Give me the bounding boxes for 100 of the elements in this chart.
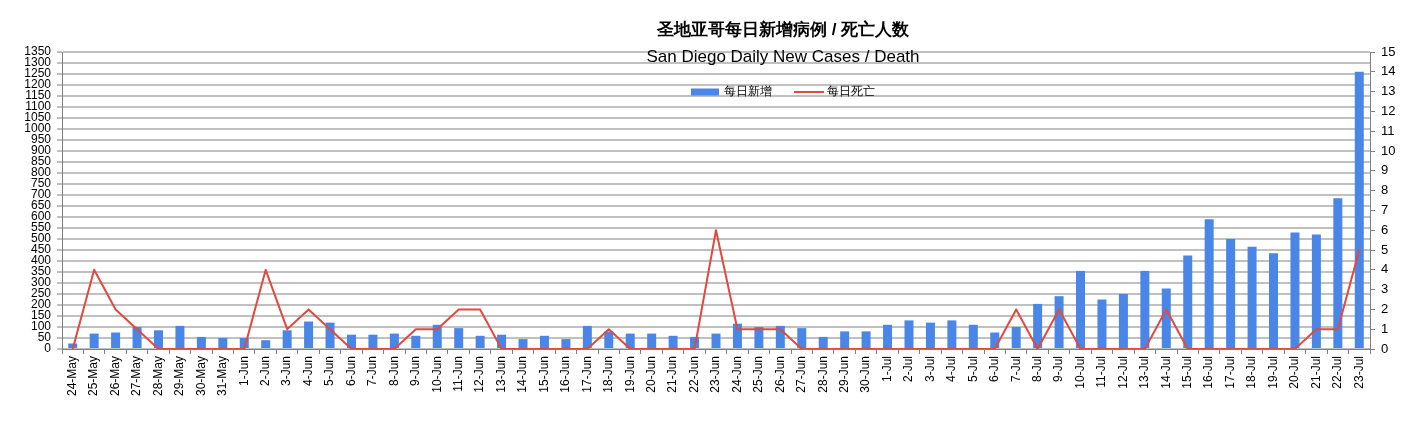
bar: [732, 323, 742, 348]
bar: [1247, 246, 1257, 348]
x-tick-label: 20-Jul: [1287, 356, 1302, 389]
bar: [604, 331, 614, 348]
x-tick-label: 9-Jun: [408, 356, 423, 387]
x-tick-label: 15-Jun: [536, 356, 551, 393]
x-tick-label: 11-Jun: [451, 356, 465, 392]
y2-tick-label: 2: [1381, 300, 1389, 316]
bar: [1333, 198, 1343, 348]
x-tick-label: 22-Jun: [686, 356, 701, 393]
x-tick-label: 22-Jul: [1330, 356, 1345, 389]
bar: [1183, 255, 1193, 348]
y2-tick-label: 7: [1381, 201, 1389, 217]
x-tick-label: 14-Jul: [1158, 356, 1173, 389]
x-tick-label: 4-Jul: [944, 356, 959, 383]
x-tick-label: 10-Jul: [1072, 356, 1087, 389]
x-tick-label: 5-Jul: [965, 356, 980, 383]
bar: [561, 339, 571, 348]
y2-tick-label: 0: [1381, 340, 1389, 356]
bar: [1161, 288, 1171, 348]
bar: [218, 338, 228, 348]
bar: [475, 335, 485, 348]
y2-tick-label: 8: [1381, 182, 1389, 198]
bar: [925, 322, 935, 348]
x-tick-label: 7-Jun: [365, 356, 380, 387]
x-tick-label: 15-Jul: [1180, 356, 1195, 389]
y2-tick-label: 1: [1381, 320, 1389, 336]
x-tick-label: 12-Jul: [1115, 356, 1130, 389]
bar: [389, 333, 399, 348]
y2-tick-label: 9: [1381, 162, 1389, 178]
legend-label: 每日新增: [724, 84, 772, 99]
bar: [89, 333, 99, 348]
bar: [711, 333, 721, 348]
legend-label: 每日死亡: [827, 84, 875, 99]
bar: [153, 330, 163, 348]
x-tick-label: 9-Jul: [1051, 356, 1066, 383]
bar: [582, 325, 592, 348]
x-tick-label: 29-May: [172, 356, 187, 397]
bar: [947, 320, 957, 348]
bar: [175, 325, 185, 348]
bar: [904, 320, 914, 348]
y2-tick-label: 11: [1381, 122, 1395, 138]
x-tick-label: 29-Jun: [836, 356, 851, 393]
y2-tick-label: 13: [1381, 83, 1396, 99]
bar: [346, 334, 356, 348]
x-tick-label: 14-Jun: [515, 356, 530, 393]
x-tick-label: 21-Jul: [1308, 356, 1323, 389]
y-tick-label: 0: [44, 341, 52, 356]
bar: [518, 339, 528, 348]
x-tick-label: 17-Jul: [1222, 356, 1237, 389]
x-tick-label: 19-Jun: [622, 356, 637, 393]
x-tick-label: 27-Jun: [794, 356, 809, 393]
x-tick-label: 31-May: [215, 356, 230, 397]
x-tick-label: 8-Jul: [1029, 356, 1044, 383]
x-tick-label: 7-Jul: [1008, 356, 1023, 383]
x-tick-label: 6-Jun: [343, 356, 358, 387]
x-tick-label: 13-Jun: [493, 356, 508, 393]
x-tick-label: 11-Jul: [1094, 356, 1109, 388]
x-tick-label: 21-Jun: [665, 356, 680, 393]
bar: [647, 333, 657, 348]
x-tick-label: 5-Jun: [322, 356, 337, 387]
bar: [1076, 270, 1086, 348]
bar: [304, 321, 314, 348]
bar: [1311, 234, 1321, 348]
bar: [1140, 270, 1150, 348]
x-tick-label: 30-Jun: [858, 356, 873, 393]
y2-tick-label: 5: [1381, 241, 1389, 257]
y2-tick-label: 4: [1381, 261, 1389, 277]
bar: [625, 333, 635, 348]
x-tick-label: 10-Jun: [429, 356, 444, 393]
x-tick-label: 8-Jun: [386, 356, 401, 387]
y2-tick-label: 3: [1381, 281, 1389, 297]
y2-tick-label: 6: [1381, 221, 1389, 237]
bar: [1054, 296, 1064, 348]
x-tick-label: 2-Jul: [901, 356, 916, 383]
x-tick-label: 13-Jul: [1137, 356, 1152, 389]
x-tick-label: 28-Jun: [815, 356, 830, 393]
bar: [1118, 294, 1128, 348]
y2-tick-label: 14: [1381, 63, 1396, 79]
x-tick-label: 23-Jul: [1351, 356, 1366, 389]
x-tick-label: 16-Jul: [1201, 356, 1216, 389]
bar: [1204, 219, 1214, 348]
chart-title: 圣地亚哥每日新增病例 / 死亡人数: [655, 19, 911, 39]
bar: [454, 328, 464, 348]
bar: [261, 340, 271, 348]
bar: [754, 327, 764, 348]
x-tick-label: 23-Jun: [708, 356, 723, 393]
bar: [282, 330, 292, 348]
x-tick-label: 17-Jun: [579, 356, 594, 393]
x-tick-label: 2-Jun: [258, 356, 273, 387]
x-tick-label: 1-Jul: [879, 356, 894, 383]
x-tick-label: 3-Jul: [922, 356, 937, 383]
x-tick-label: 20-Jun: [643, 356, 658, 393]
y2-tick-label: 12: [1381, 102, 1396, 118]
bar: [1097, 299, 1107, 348]
y2-tick-label: 15: [1381, 43, 1396, 59]
bar: [432, 324, 442, 348]
x-tick-label: 16-Jun: [558, 356, 573, 393]
bar: [368, 334, 378, 348]
bar: [1269, 253, 1279, 348]
